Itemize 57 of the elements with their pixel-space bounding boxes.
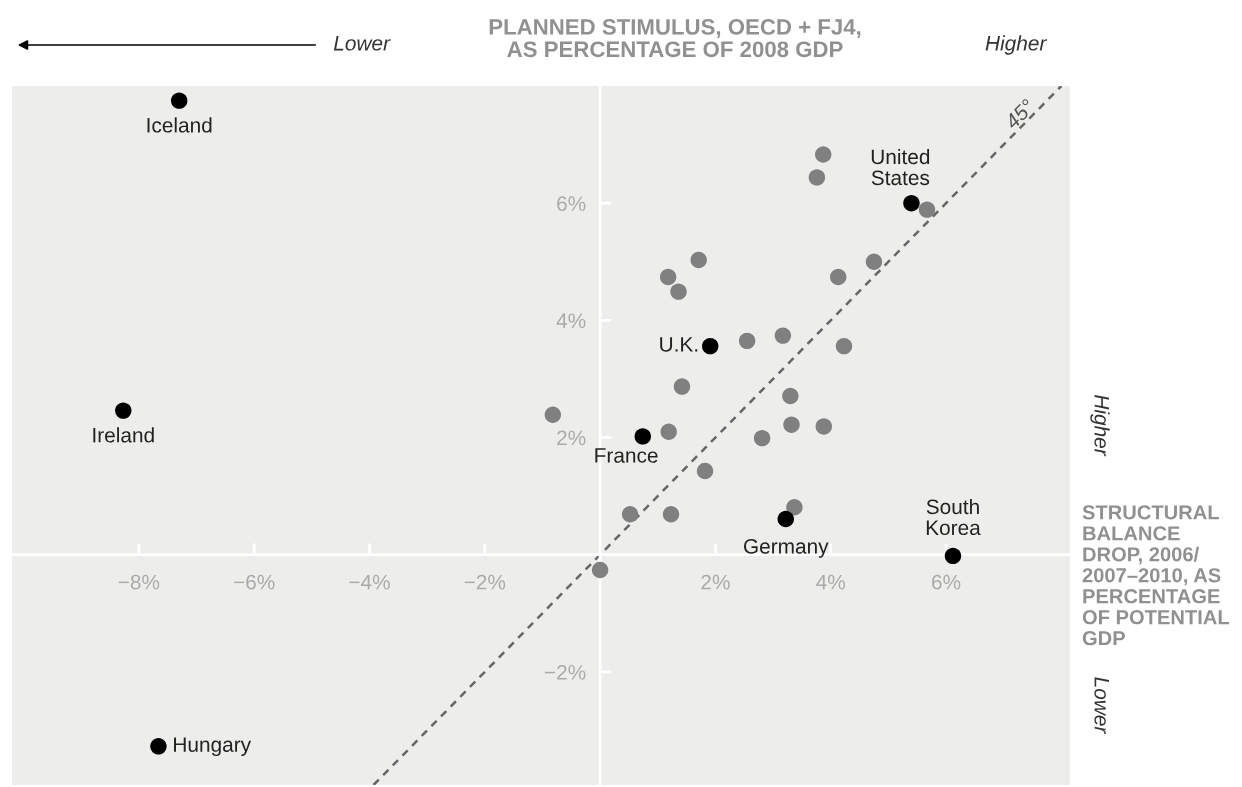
text: Higher	[1090, 394, 1110, 457]
point	[621, 506, 639, 523]
point	[903, 194, 920, 212]
text: Lower	[333, 36, 391, 51]
point	[815, 146, 832, 163]
text: Higher	[985, 35, 1048, 55]
point	[782, 387, 799, 405]
point	[659, 268, 677, 286]
point	[660, 423, 677, 440]
point	[783, 416, 800, 433]
x-tick-label: −2%	[464, 574, 506, 590]
point	[738, 332, 756, 350]
annotation: 45°	[1003, 98, 1036, 131]
point	[591, 561, 609, 579]
point	[774, 327, 792, 344]
y-tick-label: 6%	[557, 196, 586, 211]
point	[918, 201, 936, 218]
y-axis-title: STRUCTURAL BALANCE DROP, 2006/ 2007–2010, AS PERCENTAGE OF POTENTIAL GDP	[1082, 505, 1230, 646]
x-tick-label: −4%	[349, 574, 390, 590]
annotation: Germany	[743, 538, 829, 558]
point	[753, 429, 771, 447]
point	[808, 169, 826, 186]
point	[170, 92, 188, 109]
point	[150, 738, 167, 755]
text: Lower	[1094, 677, 1109, 735]
point	[696, 462, 714, 480]
x-axis-title: PLANNED STIMULUS, OECD + FJ4, AS PERCENTAGE OF 2008 GDP	[489, 19, 861, 58]
point	[865, 253, 883, 270]
point	[634, 428, 651, 445]
x-tick-label: 2%	[701, 574, 730, 590]
point	[786, 499, 803, 516]
annotation: U.K.	[660, 337, 698, 352]
point	[670, 283, 687, 300]
point	[702, 337, 719, 355]
annotation: Ireland	[93, 427, 154, 443]
y-tick-label: −2%	[544, 664, 586, 680]
y-tick-label: 2%	[557, 430, 586, 446]
x-tick-label: 4%	[816, 574, 846, 590]
annotation: France	[595, 448, 658, 463]
point	[690, 251, 707, 269]
annotation: Hungary	[174, 737, 252, 757]
x-tick-label: 6%	[932, 574, 961, 590]
x-tick-label: −8%	[118, 574, 160, 590]
point	[777, 510, 794, 528]
point	[662, 506, 680, 523]
point	[944, 547, 962, 565]
point	[673, 378, 691, 395]
x-tick-label: −6%	[234, 574, 275, 590]
point	[815, 418, 833, 435]
annotation: Iceland	[147, 117, 212, 133]
point	[830, 268, 847, 286]
point	[544, 406, 562, 423]
point	[835, 337, 853, 355]
annotation: South Korea	[926, 498, 981, 536]
annotation: United States	[871, 148, 930, 186]
point	[115, 402, 132, 419]
y-tick-label: 4%	[556, 313, 586, 329]
